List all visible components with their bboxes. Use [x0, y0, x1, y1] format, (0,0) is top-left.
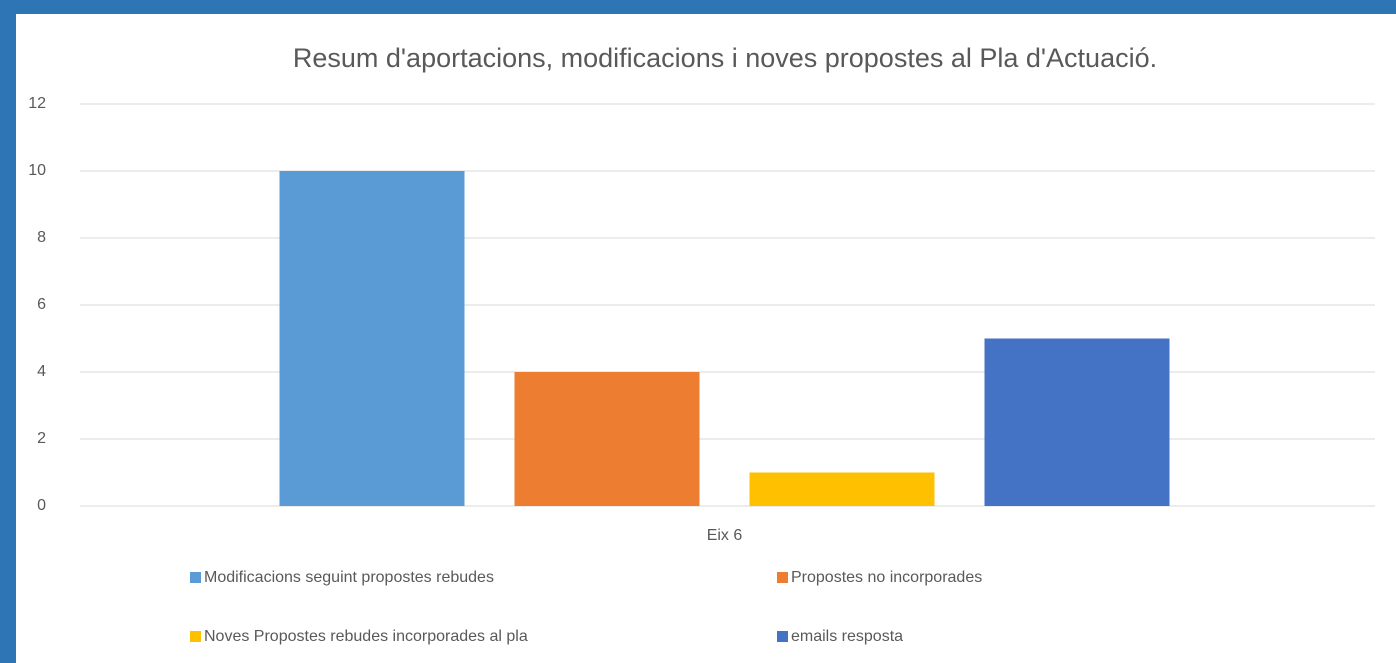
legend-swatch	[777, 572, 788, 583]
legend-label: Modificacions seguint propostes rebudes	[204, 569, 494, 586]
y-tick-label: 0	[37, 497, 46, 514]
legend-label: emails resposta	[791, 628, 903, 645]
legend-label: Noves Propostes rebudes incorporades al …	[204, 628, 528, 645]
chart-area	[16, 14, 1396, 663]
legend-swatch	[777, 631, 788, 642]
legend-swatch	[190, 572, 201, 583]
bar	[514, 372, 700, 506]
chart-title: Resum d'aportacions, modificacions i nov…	[293, 43, 1157, 73]
y-tick-label: 4	[37, 363, 46, 380]
bar	[279, 171, 465, 506]
legend-swatch	[190, 631, 201, 642]
y-tick-label: 6	[37, 296, 46, 313]
y-tick-label: 12	[28, 95, 46, 112]
bar	[984, 338, 1170, 506]
y-tick-label: 2	[37, 430, 46, 447]
x-tick-label: Eix 6	[707, 527, 743, 544]
y-tick-label: 8	[37, 229, 46, 246]
bar	[749, 472, 935, 506]
y-tick-label: 10	[28, 162, 46, 179]
legend-label: Propostes no incorporades	[791, 569, 982, 586]
